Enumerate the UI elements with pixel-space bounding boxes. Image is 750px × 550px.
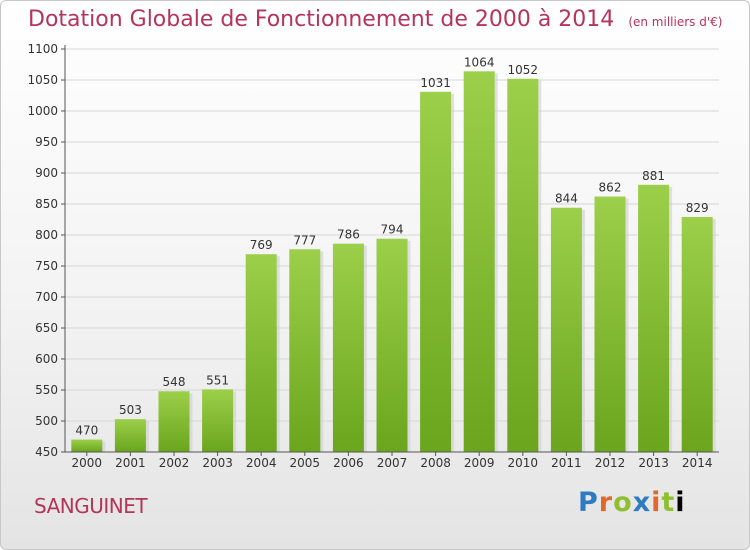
bar [245, 254, 277, 452]
chart-subtitle: (en milliers d'€) [628, 15, 723, 29]
y-tick-label: 1100 [27, 42, 58, 56]
logo-letter: i [651, 487, 662, 518]
bar-value-label: 470 [75, 424, 98, 438]
bar-value-label: 1064 [464, 55, 495, 69]
x-tick-label: 2014 [682, 456, 713, 470]
x-tick-label: 2013 [638, 456, 669, 470]
x-tick-label: 2000 [72, 456, 103, 470]
bar [202, 389, 234, 452]
logo-letter: r [598, 487, 614, 518]
commune-name: SANGUINET [34, 494, 148, 518]
bar [594, 196, 626, 452]
bar [507, 78, 539, 452]
y-tick-label: 550 [35, 383, 58, 397]
bar-value-label: 862 [599, 181, 622, 195]
chart-title: Dotation Globale de Fonctionnement de 20… [28, 7, 722, 32]
x-tick-label: 2001 [115, 456, 146, 470]
y-tick-label: 800 [35, 228, 58, 242]
logo-letter: P [578, 487, 599, 518]
bar [332, 243, 364, 452]
proxiti-logo: Proxiti [578, 487, 686, 518]
y-tick-label: 600 [35, 352, 58, 366]
x-tick-label: 2009 [464, 456, 495, 470]
bar-value-label: 1031 [420, 76, 451, 90]
y-tick-label: 1050 [27, 73, 58, 87]
y-tick-label: 500 [35, 414, 58, 428]
x-tick-label: 2011 [551, 456, 582, 470]
y-tick-label: 950 [35, 135, 58, 149]
x-tick-label: 2006 [333, 456, 364, 470]
bar [420, 91, 452, 452]
x-tick-label: 2005 [290, 456, 321, 470]
bar [158, 391, 190, 452]
x-tick-label: 2012 [595, 456, 626, 470]
bar [681, 217, 713, 452]
x-tick-label: 2003 [202, 456, 233, 470]
x-tick-label: 2004 [246, 456, 277, 470]
bar-value-label: 844 [555, 192, 578, 206]
bar [638, 184, 670, 452]
bar [114, 419, 146, 452]
bar-value-label: 881 [642, 169, 665, 183]
logo-letter: i [675, 487, 686, 518]
y-tick-label: 450 [35, 445, 58, 459]
bar-value-label: 829 [686, 201, 709, 215]
logo-letter: x [632, 487, 652, 518]
x-tick-label: 2002 [159, 456, 190, 470]
bar [71, 439, 103, 452]
logo-letter: o [613, 487, 633, 518]
y-tick-label: 900 [35, 166, 58, 180]
bar-value-label: 1052 [508, 63, 539, 77]
y-tick-label: 750 [35, 259, 58, 273]
y-tick-label: 650 [35, 321, 58, 335]
bar-value-label: 777 [293, 233, 316, 247]
x-tick-label: 2008 [420, 456, 451, 470]
y-tick-label: 1000 [27, 104, 58, 118]
bar-value-label: 551 [206, 373, 229, 387]
bar-value-label: 786 [337, 228, 360, 242]
bar [376, 238, 408, 452]
y-tick-label: 700 [35, 290, 58, 304]
bar [289, 249, 321, 452]
bar-value-label: 503 [119, 403, 142, 417]
bar [463, 71, 495, 452]
bar-value-label: 794 [381, 223, 404, 237]
logo-letter: t [661, 487, 676, 518]
x-tick-label: 2010 [508, 456, 539, 470]
x-tick-label: 2007 [377, 456, 408, 470]
chart-title-text: Dotation Globale de Fonctionnement de 20… [28, 7, 615, 32]
bar [550, 207, 582, 452]
bar-value-label: 769 [250, 238, 273, 252]
bar-value-label: 548 [163, 375, 186, 389]
y-tick-label: 850 [35, 197, 58, 211]
